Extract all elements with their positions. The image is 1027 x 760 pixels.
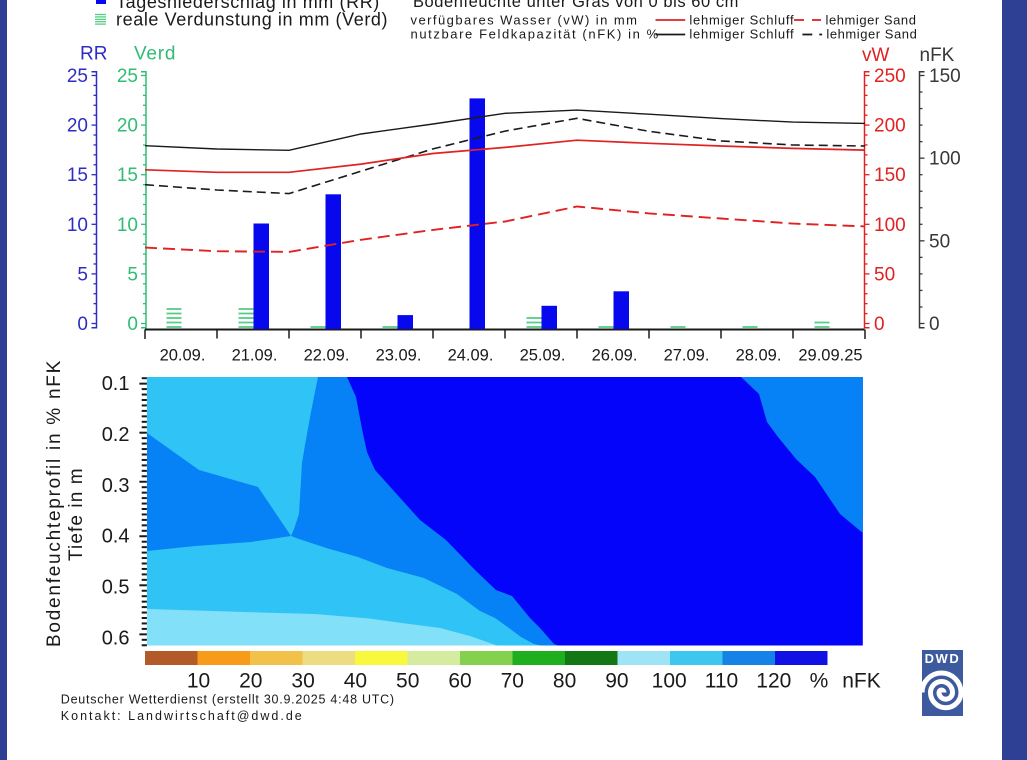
svg-text:22.09.: 22.09. (304, 347, 350, 365)
svg-text:lehmiger Schluff: lehmiger Schluff (689, 27, 794, 42)
svg-text:25: 25 (67, 66, 88, 87)
svg-text:Bodenfeuchteprofil in % nFK: Bodenfeuchteprofil in % nFK (44, 359, 65, 647)
svg-text:reale Verdunstung in mm (Verd): reale Verdunstung in mm (Verd) (116, 10, 388, 30)
svg-text:0.3: 0.3 (102, 475, 130, 497)
svg-text:0.1: 0.1 (102, 373, 130, 395)
svg-text:100: 100 (874, 215, 906, 236)
svg-text:60: 60 (448, 670, 471, 693)
svg-text:70: 70 (501, 670, 524, 693)
svg-text:27.09.: 27.09. (664, 347, 710, 365)
svg-text:lehmiger Sand: lehmiger Sand (826, 27, 917, 42)
svg-text:Tagesniederschlag in mm (RR): Tagesniederschlag in mm (RR) (116, 0, 380, 12)
svg-text:29.09.25: 29.09.25 (798, 347, 862, 365)
svg-text:20: 20 (239, 670, 262, 693)
svg-text:0.2: 0.2 (102, 424, 130, 446)
svg-text:250: 250 (874, 66, 906, 87)
svg-text:100: 100 (929, 149, 961, 170)
svg-text:Deutscher Wetterdienst (erstel: Deutscher Wetterdienst (erstellt 30.9.20… (61, 693, 395, 707)
svg-text:150: 150 (929, 66, 961, 87)
svg-text:15: 15 (117, 165, 138, 186)
svg-text:%: % (810, 670, 829, 693)
svg-text:DWD: DWD (925, 651, 961, 666)
svg-text:15: 15 (67, 165, 88, 186)
svg-text:Tiefe in m: Tiefe in m (66, 467, 87, 561)
svg-text:20: 20 (117, 116, 138, 137)
svg-text:0: 0 (127, 314, 138, 335)
svg-text:90: 90 (605, 670, 628, 693)
svg-text:lehmiger Schluff: lehmiger Schluff (689, 13, 794, 28)
svg-text:50: 50 (396, 670, 419, 693)
svg-text:150: 150 (874, 165, 906, 186)
svg-text:0.5: 0.5 (102, 577, 130, 599)
svg-text:Verd: Verd (134, 44, 176, 65)
svg-text:21.09.: 21.09. (232, 347, 278, 365)
svg-text:200: 200 (874, 116, 906, 137)
svg-text:120: 120 (756, 670, 791, 693)
svg-text:RR: RR (80, 44, 107, 65)
svg-text:5: 5 (127, 264, 138, 285)
svg-text:vW: vW (862, 45, 890, 66)
svg-text:nFK: nFK (842, 670, 881, 693)
svg-text:25.09.: 25.09. (520, 347, 566, 365)
svg-text:0: 0 (929, 314, 940, 335)
svg-text:lehmiger Sand: lehmiger Sand (826, 13, 917, 28)
svg-text:24.09.: 24.09. (448, 347, 494, 365)
svg-text:25: 25 (117, 66, 138, 87)
svg-text:nFK: nFK (920, 45, 955, 66)
svg-text:10: 10 (67, 215, 88, 236)
svg-text:0: 0 (77, 314, 88, 335)
svg-text:50: 50 (874, 264, 895, 285)
svg-text:28.09.: 28.09. (736, 347, 782, 365)
svg-text:20: 20 (67, 116, 88, 137)
svg-text:5: 5 (77, 264, 88, 285)
svg-text:23.09.: 23.09. (376, 347, 422, 365)
svg-text:Bodenfeuchte unter Gras von 0: Bodenfeuchte unter Gras von 0 bis 60 cm (413, 0, 739, 11)
svg-text:110: 110 (705, 670, 738, 693)
svg-text:Kontakt: Landwirtschaft@dwd.de: Kontakt: Landwirtschaft@dwd.de (61, 709, 304, 723)
svg-text:0.4: 0.4 (102, 526, 130, 548)
svg-text:nutzbare Feldkapazität (nFK) i: nutzbare Feldkapazität (nFK) in % (411, 27, 660, 42)
svg-text:10: 10 (117, 215, 138, 236)
svg-text:10: 10 (187, 670, 210, 693)
svg-text:20.09.: 20.09. (160, 347, 206, 365)
svg-text:50: 50 (929, 231, 950, 252)
svg-text:40: 40 (344, 670, 367, 693)
svg-text:30: 30 (291, 670, 314, 693)
svg-text:0.6: 0.6 (102, 628, 130, 650)
svg-text:26.09.: 26.09. (592, 347, 638, 365)
svg-text:80: 80 (553, 670, 576, 693)
svg-text:0: 0 (874, 314, 885, 335)
svg-text:100: 100 (652, 670, 687, 693)
svg-text:verfügbares Wasser (vW) in mm: verfügbares Wasser (vW) in mm (411, 13, 639, 28)
